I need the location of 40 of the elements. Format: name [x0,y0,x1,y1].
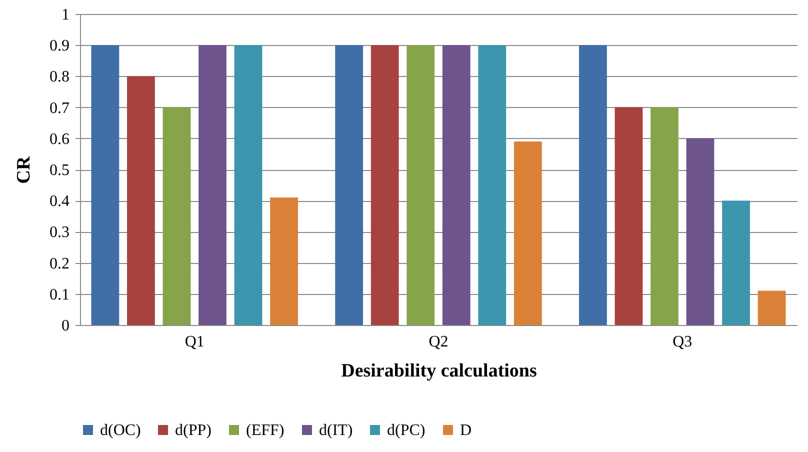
bar [722,200,750,325]
legend-label: d(OC) [100,422,141,439]
x-tick-label: Q3 [672,334,692,350]
legend-label: d(PP) [175,422,212,439]
y-tick-label: 0 [62,318,70,334]
y-tick-label: 0.5 [50,162,70,179]
bar [270,197,298,325]
bar [650,107,678,325]
y-axis-title: CR [14,156,34,184]
bar [579,45,607,325]
y-tick-label: 0.9 [50,38,70,55]
x-axis-title: Desirability calculations [341,360,537,382]
x-tick-label: Q1 [184,334,204,350]
y-tick-label: 1 [62,6,70,24]
bar [91,45,120,325]
bar [614,107,643,325]
bar [162,107,191,325]
legend-label: d(PC) [387,422,426,439]
bar [198,45,226,325]
y-tick-label: 0.2 [50,255,70,272]
bar [127,76,155,325]
bar [686,138,714,325]
legend-label: (EFF) [246,422,284,439]
bar [406,45,435,325]
legend-label: d(IT) [319,422,353,439]
y-tick-label: 0.7 [50,100,70,117]
bar [758,290,786,325]
y-tick-label: 0.1 [50,286,70,304]
bar [514,142,542,325]
bar [442,45,470,325]
x-tick-label: Q2 [428,334,448,350]
y-tick-label: 0.8 [50,68,70,86]
bar [234,45,262,325]
bar [478,45,506,325]
y-tick-label: 0.6 [50,130,70,148]
legend-label: D [460,422,472,439]
bar [335,45,364,325]
y-tick-label: 0.3 [50,224,70,242]
bar [370,45,399,325]
y-tick-label: 0.4 [50,193,70,210]
